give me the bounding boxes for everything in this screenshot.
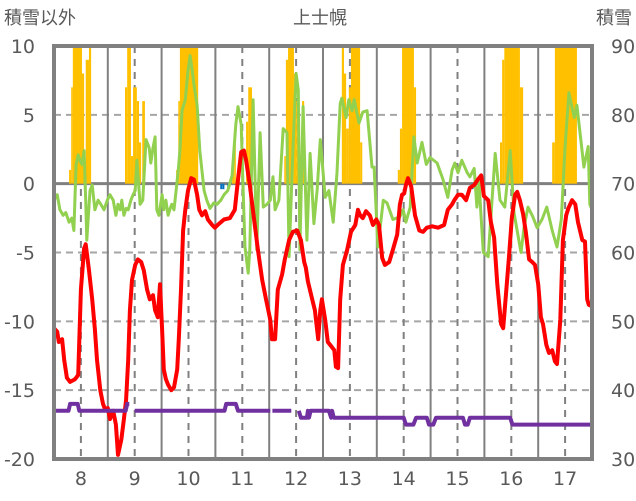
line-series <box>52 54 594 457</box>
blue-bar <box>220 183 223 190</box>
y-tick-label-left: -5 <box>16 243 35 265</box>
left-axis-label: 積雪以外 <box>4 8 76 29</box>
orange-bar <box>71 87 73 184</box>
orange-bar <box>350 46 361 184</box>
orange-bar <box>142 101 145 184</box>
x-tick-label: 13 <box>338 468 362 490</box>
orange-bar <box>85 59 89 184</box>
orange-bar <box>348 87 351 184</box>
orange-bar <box>343 73 347 184</box>
x-tick-label: 14 <box>392 468 416 490</box>
orange-bar <box>72 46 82 184</box>
orange-bar <box>552 142 555 184</box>
orange-bar <box>519 87 524 184</box>
orange-bar <box>125 87 128 184</box>
orange-bar <box>502 59 505 184</box>
x-tick-label: 16 <box>499 468 523 490</box>
orange-bar <box>284 156 286 184</box>
orange-bar <box>397 169 400 184</box>
orange-bar <box>504 46 520 184</box>
orange-bar <box>136 101 140 184</box>
green-line <box>52 54 594 275</box>
orange-bar <box>346 128 349 184</box>
orange-bar <box>500 142 503 184</box>
orange-bar <box>402 46 414 184</box>
orange-bar <box>246 121 249 184</box>
orange-bar <box>413 87 417 184</box>
x-tick-label: 10 <box>176 468 200 490</box>
blue-bar <box>222 183 225 190</box>
orange-bar <box>285 59 289 184</box>
orange-bar <box>360 142 363 184</box>
orange-bar <box>296 101 299 184</box>
orange-bar <box>139 142 142 184</box>
plot-frame <box>52 44 594 461</box>
orange-bar <box>88 46 92 184</box>
right-axis-label: 積雪 <box>596 8 632 29</box>
x-tick-label: 12 <box>284 468 308 490</box>
y-tick-label-left: -20 <box>4 449 35 471</box>
orange-bar <box>288 46 294 184</box>
x-tick-label: 15 <box>445 468 469 490</box>
x-tick-label: 17 <box>553 468 577 490</box>
orange-bar <box>399 128 403 184</box>
x-tick-label: 11 <box>230 468 254 490</box>
orange-bar <box>234 142 236 184</box>
orange-bar <box>127 46 131 184</box>
y-tick-label-right: 70 <box>611 174 635 196</box>
y-tick-label-right: 60 <box>611 243 635 265</box>
y-tick-label-left: 0 <box>23 174 35 196</box>
orange-bar <box>69 169 72 184</box>
y-tick-label-left: -10 <box>4 311 35 333</box>
orange-bar <box>130 156 134 184</box>
y-tick-label-right: 80 <box>611 105 635 127</box>
plot-border <box>52 44 594 461</box>
orange-bar <box>81 73 85 184</box>
y-tick-label-right: 40 <box>611 380 635 402</box>
orange-bar <box>133 87 137 184</box>
y-tick-label-right: 50 <box>611 311 635 333</box>
purple-line <box>296 408 592 427</box>
y-tick-label-left: 5 <box>23 105 35 127</box>
y-tick-label-right: 30 <box>611 449 635 471</box>
x-tick-label: 9 <box>129 468 141 490</box>
purple-line <box>54 401 130 413</box>
y-tick-label-left: -15 <box>4 380 35 402</box>
y-tick-label-left: 10 <box>11 36 35 58</box>
orange-bar <box>248 87 252 184</box>
red-line <box>52 148 593 457</box>
y-tick-label-right: 90 <box>611 36 635 58</box>
chart-title: 上士幌 <box>293 8 347 29</box>
x-tick-label: 8 <box>75 468 87 490</box>
orange-bar <box>341 46 344 184</box>
purple-line <box>134 401 271 413</box>
